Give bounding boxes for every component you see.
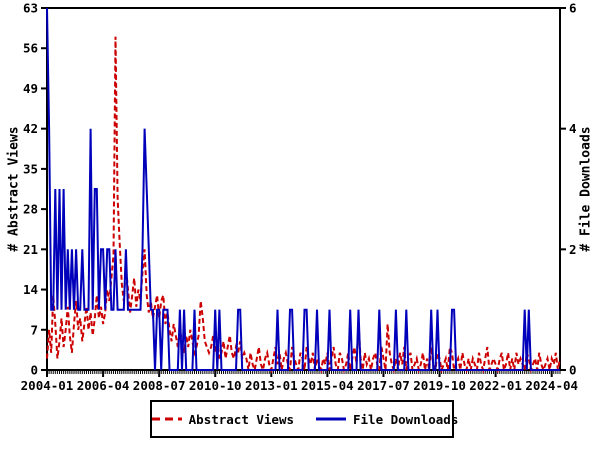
y-left-tick-label: 63: [23, 1, 38, 16]
x-tick-label: 2004-01: [21, 378, 74, 393]
x-tick-label: 2017-07: [357, 378, 410, 393]
x-tick-label: 2019-10: [413, 378, 466, 393]
legend-abstract-views-label: Abstract Views: [188, 411, 294, 427]
series-line-file-downloads: [46, 7, 560, 371]
y-left-tick-label: 0: [30, 363, 38, 378]
y-right-axis: 0 2 4 6: [560, 1, 577, 378]
y-left-tick-label: 14: [23, 282, 38, 297]
series-lines: [46, 7, 561, 374]
legend-file-downloads-line: [316, 417, 346, 421]
series-line-abstract-views: [46, 36, 561, 374]
y-right-axis-title: # File Downloads: [578, 126, 594, 252]
chart-legend: Abstract Views File Downloads: [150, 400, 458, 438]
y-right-tick-label: 2: [569, 242, 577, 257]
y-right-tick-label: 6: [569, 1, 577, 16]
y-left-tick-label: 28: [23, 202, 38, 217]
x-tick-label: 2013-01: [245, 378, 298, 393]
x-tick-label: 2022-01: [469, 378, 522, 393]
y-left-axis: 0 7 14 21 28 35 42 49 56 63: [23, 1, 47, 378]
x-tick-label: 2008-07: [133, 378, 186, 393]
y-left-tick-label: 42: [23, 121, 38, 136]
x-tick-label: 2015-04: [301, 378, 354, 393]
y-right-tick-label: 0: [569, 363, 577, 378]
x-tick-label: 2006-04: [77, 378, 130, 393]
legend-abstract-views-line: [151, 417, 182, 421]
y-right-tick-label: 4: [569, 121, 577, 136]
x-tick-label: 2010-10: [189, 378, 242, 393]
legend-file-downloads-label: File Downloads: [353, 411, 459, 427]
y-left-tick-label: 7: [30, 322, 38, 337]
y-left-axis-title: # Abstract Views: [6, 126, 22, 252]
x-axis: 2004-01 2006-04 2008-07 2010-10 2013-01 2015-…: [21, 370, 578, 393]
x-tick-label: 2024-04: [525, 378, 578, 393]
y-left-tick-label: 21: [23, 242, 38, 257]
y-left-tick-label: 56: [23, 41, 38, 56]
y-left-tick-label: 35: [23, 161, 38, 176]
y-left-tick-label: 49: [23, 81, 38, 96]
